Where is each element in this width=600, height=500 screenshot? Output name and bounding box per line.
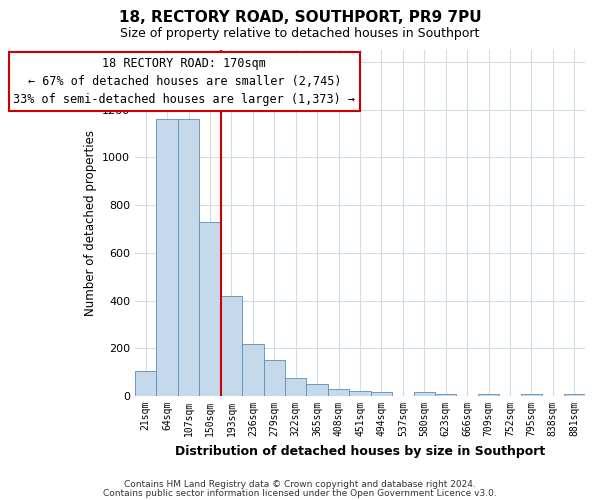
Bar xyxy=(285,378,307,396)
Text: 18, RECTORY ROAD, SOUTHPORT, PR9 7PU: 18, RECTORY ROAD, SOUTHPORT, PR9 7PU xyxy=(119,10,481,25)
Bar xyxy=(199,222,221,396)
Bar xyxy=(371,392,392,396)
Bar xyxy=(263,360,285,396)
Text: Contains public sector information licensed under the Open Government Licence v3: Contains public sector information licen… xyxy=(103,488,497,498)
Bar xyxy=(349,392,371,396)
Bar xyxy=(521,394,542,396)
Bar xyxy=(135,371,157,396)
Text: Contains HM Land Registry data © Crown copyright and database right 2024.: Contains HM Land Registry data © Crown c… xyxy=(124,480,476,489)
Bar xyxy=(413,392,435,396)
Bar xyxy=(178,119,199,396)
X-axis label: Distribution of detached houses by size in Southport: Distribution of detached houses by size … xyxy=(175,444,545,458)
Bar xyxy=(435,394,457,396)
Bar xyxy=(157,119,178,396)
Bar xyxy=(307,384,328,396)
Bar xyxy=(563,394,585,396)
Bar xyxy=(328,389,349,396)
Bar xyxy=(221,296,242,396)
Bar xyxy=(478,394,499,396)
Text: 18 RECTORY ROAD: 170sqm
← 67% of detached houses are smaller (2,745)
33% of semi: 18 RECTORY ROAD: 170sqm ← 67% of detache… xyxy=(13,57,355,106)
Bar xyxy=(242,344,263,396)
Y-axis label: Number of detached properties: Number of detached properties xyxy=(83,130,97,316)
Text: Size of property relative to detached houses in Southport: Size of property relative to detached ho… xyxy=(121,28,479,40)
